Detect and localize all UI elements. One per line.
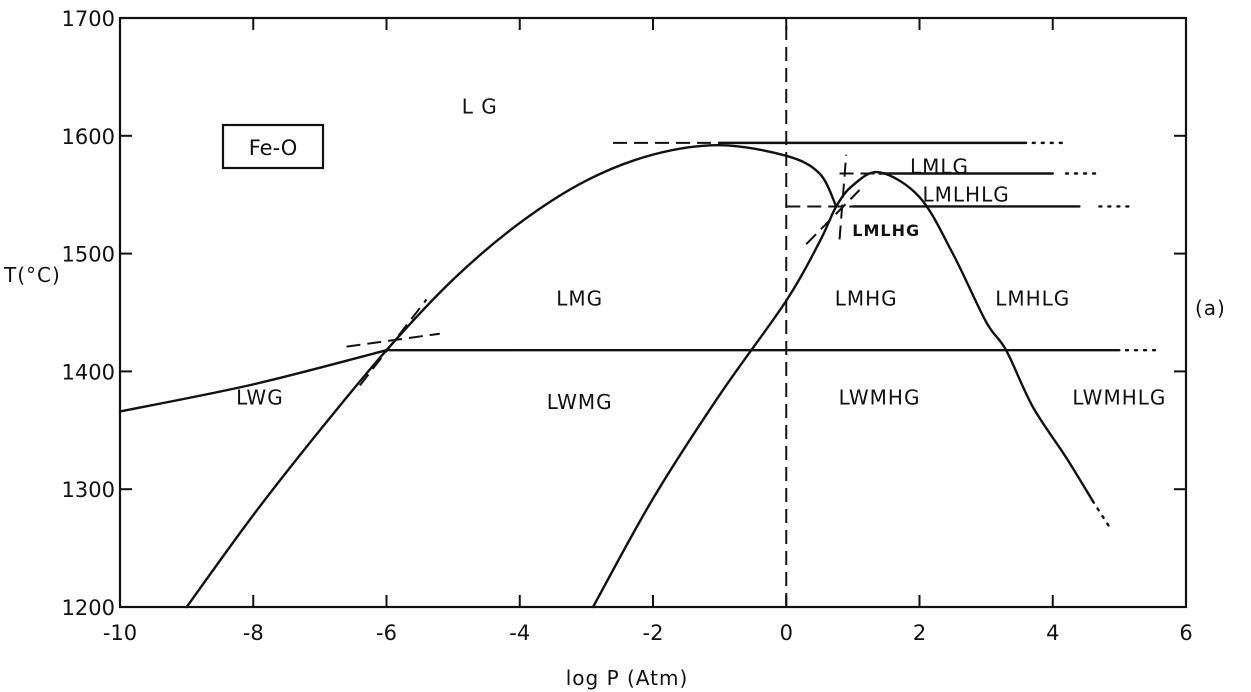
x-tick-label: -8 xyxy=(243,621,264,645)
system-label-box: Fe-O xyxy=(221,123,325,170)
series-dash-cross-c xyxy=(805,189,861,245)
series-outer-curve xyxy=(185,144,838,609)
region-label-lmlg: LMLG xyxy=(910,154,969,178)
x-tick-label: 4 xyxy=(1046,621,1059,645)
case-label: (a) xyxy=(1195,296,1226,320)
x-tick-label: 0 xyxy=(780,621,793,645)
series-dash-cross-a xyxy=(346,332,440,348)
y-tick-label: 1300 xyxy=(62,478,115,502)
x-tick-label: -2 xyxy=(643,621,664,645)
region-label-lwmhlg: LWMHLG xyxy=(1072,385,1166,409)
x-tick-label: -6 xyxy=(376,621,397,645)
region-label-lwmg: LWMG xyxy=(547,390,613,414)
x-tick-label: 6 xyxy=(1179,621,1192,645)
x-tick-label: 2 xyxy=(913,621,926,645)
series-dots-tail xyxy=(1091,499,1111,529)
plot-frame xyxy=(118,16,1188,609)
region-label-l-g: L G xyxy=(462,94,498,118)
region-label-lmlhg: LMLHG xyxy=(852,221,920,240)
x-tick-label: -10 xyxy=(103,621,137,645)
x-axis-title: log P (Atm) xyxy=(566,666,689,690)
region-label-lwg: LWG xyxy=(236,385,284,409)
chart-axes: -10 -8 -6 -4 -2 0 2 4 6 1200 1300 1400 1500 1600 1700 xyxy=(62,7,1193,645)
chart-lines xyxy=(118,18,1161,609)
region-label-lmg: LMG xyxy=(556,286,603,310)
series-dash-cross-d xyxy=(838,154,848,240)
y-tick-label: 1400 xyxy=(62,360,115,384)
region-label-lwmhg: LWMHG xyxy=(839,385,921,409)
series-dash-cross-b xyxy=(359,298,428,387)
x-tick-label: -4 xyxy=(509,621,530,645)
y-tick-label: 1700 xyxy=(62,7,115,31)
region-label-lmlhlg: LMLHLG xyxy=(923,183,1010,207)
series-inner-curve xyxy=(591,170,1094,609)
system-label: Fe-O xyxy=(249,136,298,160)
y-tick-label: 1600 xyxy=(62,125,115,149)
region-label-lmhg: LMHG xyxy=(835,286,898,310)
series-lwg-boundary xyxy=(118,348,388,413)
y-tick-label: 1500 xyxy=(62,243,115,267)
region-label-lmhlg: LMHLG xyxy=(995,286,1070,310)
y-axis-title: T(°C) xyxy=(3,263,61,287)
y-tick-label: 1200 xyxy=(62,596,115,620)
chart-labels: L G LMG LWG LWMG LMHG LMHLG LWMHG LWMHLG LMLG LML… xyxy=(236,94,1166,414)
